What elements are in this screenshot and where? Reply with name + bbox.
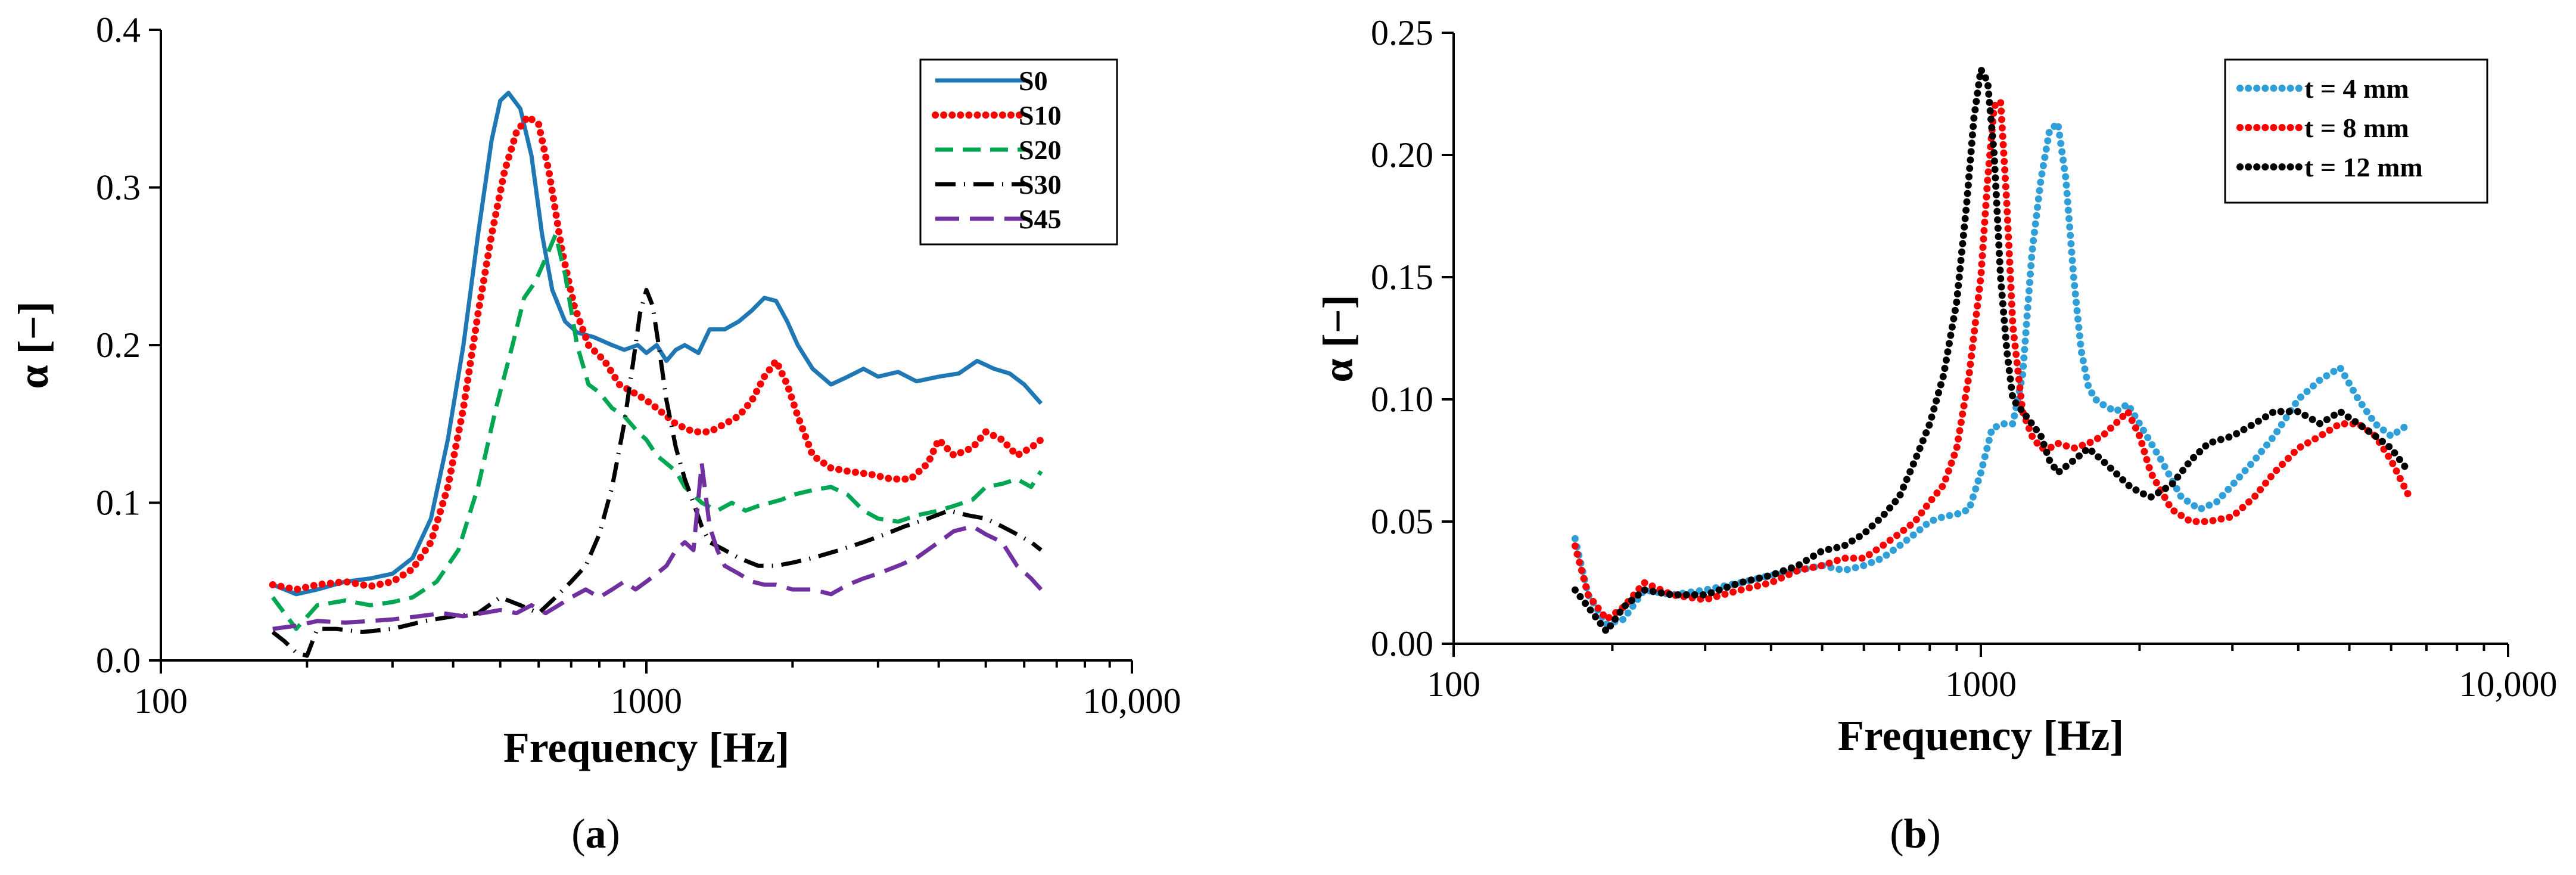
panel-a-x-title: Frequency [Hz] [503, 724, 790, 771]
panel-a-y-tick-label: 0.2 [96, 325, 141, 365]
panel-a-y-tick-label: 0.4 [96, 10, 141, 49]
panel-a-series [269, 91, 1045, 658]
panel-a-series-s0 [272, 91, 1043, 597]
panel-a-legend-label: S10 [1019, 100, 1062, 131]
panel-b-x-tick-label: 1000 [1945, 665, 2017, 704]
panel-b-legend-label: t = 4 mm [2304, 73, 2409, 104]
panel-b-label: (b) [1890, 811, 1941, 857]
panel-b-x-tick-label: 10,000 [2459, 665, 2558, 704]
panel-b-y-tick-label: 0.00 [1371, 624, 1433, 663]
panel-a-series-s10 [269, 113, 1045, 593]
panel-a-x-tick-label: 100 [134, 681, 188, 721]
panel-b-legend-label: t = 12 mm [2304, 152, 2423, 182]
panel-b-x-tick-label: 100 [1427, 665, 1480, 704]
panel-a-legend-label: S30 [1019, 169, 1062, 200]
panel-a-series-s20 [270, 232, 1043, 631]
panel-a-y-title: α [−] [10, 301, 57, 389]
panel-b-y-tick-label: 0.25 [1371, 13, 1433, 52]
panel-b-series-t-8-mm [1571, 97, 2413, 623]
panel-a-legend: S0 S10 S20 S30 S45 [919, 58, 1118, 246]
panel-b-legend: t = 4 mm t = 8 mm t = 12 mm [2224, 58, 2488, 204]
panel-a-x-tick-label: 1000 [611, 681, 682, 721]
panel-b-letter: b [1904, 811, 1927, 857]
panel-b-legend-box [2224, 58, 2488, 204]
panel-b-y-tick-label: 0.15 [1371, 257, 1433, 297]
panel-b-x-title: Frequency [Hz] [1838, 712, 2124, 759]
panel-a-legend-label: S0 [1019, 66, 1048, 96]
panel-a: 100 1000 10,000 0.0 0.1 0.2 0.3 0.4 Frequency … [10, 10, 1181, 857]
panel-a-y-tick-label: 0.0 [96, 641, 141, 680]
panel-a-legend-box [919, 58, 1118, 246]
panel-a-series-s30 [271, 287, 1043, 658]
panel-b-legend-label: t = 8 mm [2304, 113, 2409, 143]
panel-b-y-tick-label: 0.10 [1371, 380, 1433, 419]
panel-a-letter: a [586, 811, 606, 857]
panel-a-x-ticks: 100 1000 10,000 [134, 660, 1181, 721]
panel-a-y-ticks: 0.0 0.1 0.2 0.3 0.4 [96, 10, 161, 680]
panel-a-y-tick-label: 0.3 [96, 168, 141, 207]
panel-b-series-t-12-mm [1571, 66, 2413, 635]
panel-a-y-tick-label: 0.1 [96, 483, 141, 523]
panel-b-y-tick-label: 0.05 [1371, 502, 1433, 541]
panel-a-label: (a) [571, 811, 620, 857]
panel-a-legend-label: S20 [1019, 135, 1062, 165]
panel-b: 100 1000 10,000 0.00 0.05 0.10 0.15 0.20 0.25 F… [1314, 13, 2558, 857]
panel-b-y-title: α [−] [1314, 294, 1362, 382]
panel-b-y-tick-label: 0.20 [1371, 135, 1433, 175]
panel-a-series-s45 [272, 461, 1043, 631]
panel-b-x-ticks: 100 1000 10,000 [1427, 644, 2558, 704]
panel-a-legend-label: S45 [1019, 204, 1062, 234]
panel-b-y-ticks: 0.00 0.05 0.10 0.15 0.20 0.25 [1371, 13, 1454, 663]
panel-b-series [1571, 66, 2413, 635]
panel-a-x-tick-label: 10,000 [1083, 681, 1181, 721]
